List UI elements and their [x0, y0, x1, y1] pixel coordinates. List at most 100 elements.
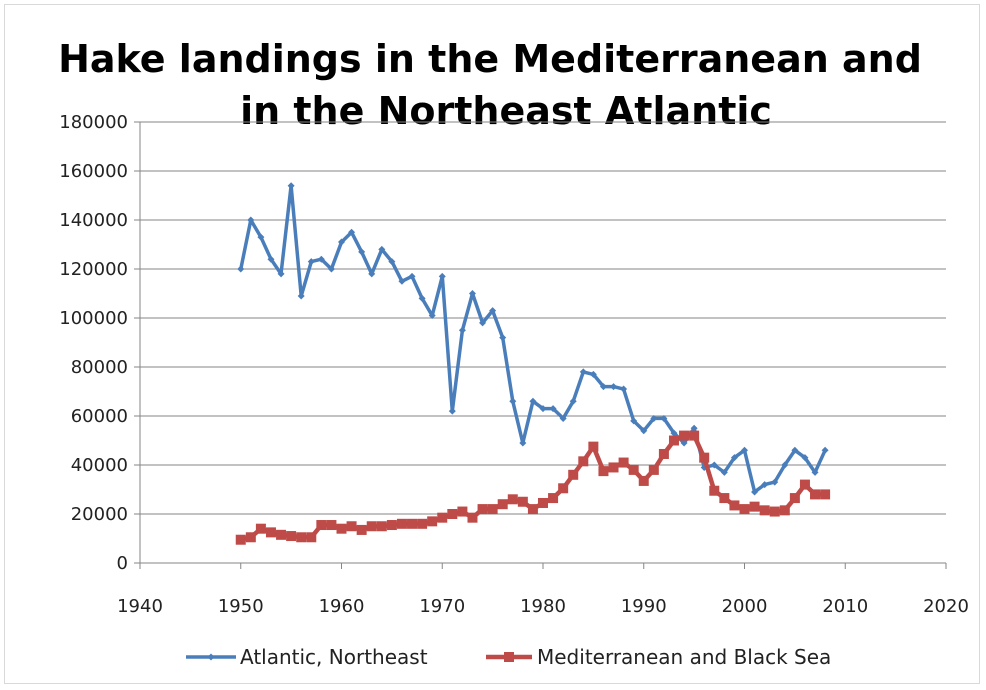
chart-title-line-1: Hake landings in the Mediterranean and	[58, 37, 922, 81]
legend-label-mediterranean: Mediterranean and Black Sea	[537, 645, 831, 669]
data-point-mediterranean	[235, 534, 246, 545]
data-point-mediterranean	[759, 505, 770, 516]
data-point-mediterranean	[719, 493, 730, 504]
data-point-mediterranean	[396, 518, 407, 529]
y-tick-label: 40000	[71, 455, 128, 476]
data-point-atlantic	[327, 265, 335, 273]
data-point-mediterranean	[568, 469, 579, 480]
data-point-mediterranean	[326, 520, 337, 531]
data-point-atlantic	[287, 182, 295, 190]
data-point-atlantic	[569, 397, 577, 405]
data-point-atlantic	[640, 427, 648, 435]
data-point-mediterranean	[548, 493, 559, 504]
data-point-atlantic	[237, 265, 245, 273]
data-point-mediterranean	[255, 523, 266, 534]
data-point-mediterranean	[789, 493, 800, 504]
y-tick-label: 100000	[59, 308, 128, 329]
data-point-atlantic	[529, 397, 537, 405]
data-point-atlantic	[428, 312, 436, 320]
x-tick-label: 1980	[520, 596, 566, 617]
data-point-atlantic	[650, 414, 658, 422]
data-point-mediterranean	[286, 531, 297, 542]
data-point-mediterranean	[346, 521, 357, 532]
data-point-mediterranean	[407, 518, 418, 529]
series-line-atlantic	[239, 183, 827, 494]
data-point-mediterranean	[729, 500, 740, 511]
data-point-atlantic	[489, 307, 497, 315]
data-point-mediterranean	[628, 464, 639, 475]
data-point-mediterranean	[386, 520, 397, 531]
data-point-mediterranean	[316, 520, 327, 531]
data-point-atlantic	[257, 233, 265, 241]
data-point-atlantic	[307, 258, 315, 266]
data-point-atlantic	[791, 446, 799, 454]
data-point-atlantic	[761, 481, 769, 489]
x-tick-label: 1960	[319, 596, 365, 617]
y-tick-label: 160000	[59, 161, 128, 182]
data-point-mediterranean	[245, 532, 256, 543]
data-point-atlantic	[438, 272, 446, 280]
data-point-atlantic	[378, 245, 386, 253]
data-point-atlantic	[710, 461, 718, 469]
data-point-atlantic	[821, 446, 829, 454]
data-point-mediterranean	[265, 527, 276, 538]
data-point-mediterranean	[487, 504, 498, 515]
data-point-mediterranean	[588, 441, 599, 452]
data-point-mediterranean	[648, 464, 659, 475]
y-tick-label: 60000	[71, 406, 128, 427]
data-point-atlantic	[509, 397, 517, 405]
data-point-atlantic	[468, 290, 476, 297]
data-point-mediterranean	[477, 504, 488, 515]
data-point-atlantic	[660, 414, 668, 422]
data-point-atlantic	[297, 292, 305, 300]
data-point-mediterranean	[739, 504, 750, 515]
data-point-mediterranean	[709, 485, 720, 496]
data-point-mediterranean	[497, 499, 508, 510]
data-point-atlantic	[408, 272, 416, 280]
x-tick-label: 1990	[621, 596, 667, 617]
x-tick-label: 2010	[822, 596, 868, 617]
data-point-atlantic	[741, 446, 748, 454]
plot-area	[235, 182, 831, 545]
data-point-mediterranean	[699, 452, 710, 463]
legend-marker-mediterranean	[504, 652, 514, 662]
data-point-mediterranean	[679, 430, 690, 441]
data-point-atlantic	[348, 228, 356, 236]
y-tick-label: 120000	[59, 259, 128, 280]
data-point-mediterranean	[618, 457, 629, 468]
data-point-mediterranean	[276, 529, 287, 540]
legend-marker-atlantic	[207, 653, 215, 661]
data-point-mediterranean	[558, 483, 569, 494]
data-point-atlantic	[720, 468, 728, 476]
data-point-mediterranean	[527, 504, 538, 515]
data-point-atlantic	[247, 216, 255, 224]
data-point-atlantic	[730, 454, 738, 462]
data-point-mediterranean	[336, 523, 347, 534]
data-point-mediterranean	[598, 466, 609, 477]
data-point-mediterranean	[437, 512, 448, 523]
data-point-mediterranean	[608, 462, 619, 473]
data-point-atlantic	[690, 424, 698, 432]
data-point-atlantic	[317, 255, 325, 263]
data-point-mediterranean	[356, 524, 367, 535]
legend-label-atlantic: Atlantic, Northeast	[240, 645, 428, 669]
y-tick-label: 0	[117, 553, 128, 574]
data-point-atlantic	[801, 454, 809, 462]
data-point-mediterranean	[376, 521, 387, 532]
data-point-atlantic	[539, 405, 547, 413]
axes: 0 20000 40000 60000 80000 100000 120000 140000 1…	[59, 112, 969, 617]
y-tick-label: 140000	[59, 210, 128, 231]
data-point-atlantic	[277, 270, 285, 278]
gridlines	[140, 121, 946, 515]
data-point-mediterranean	[296, 532, 307, 543]
data-point-atlantic	[267, 255, 275, 263]
data-point-mediterranean	[538, 497, 548, 508]
data-point-atlantic	[811, 468, 819, 476]
data-point-mediterranean	[779, 505, 790, 516]
data-point-mediterranean	[769, 506, 780, 517]
legend: Atlantic, Northeast Mediterranean and Bla…	[186, 645, 831, 669]
data-point-mediterranean	[820, 489, 831, 500]
data-point-atlantic	[559, 414, 567, 422]
data-point-atlantic	[388, 258, 396, 266]
